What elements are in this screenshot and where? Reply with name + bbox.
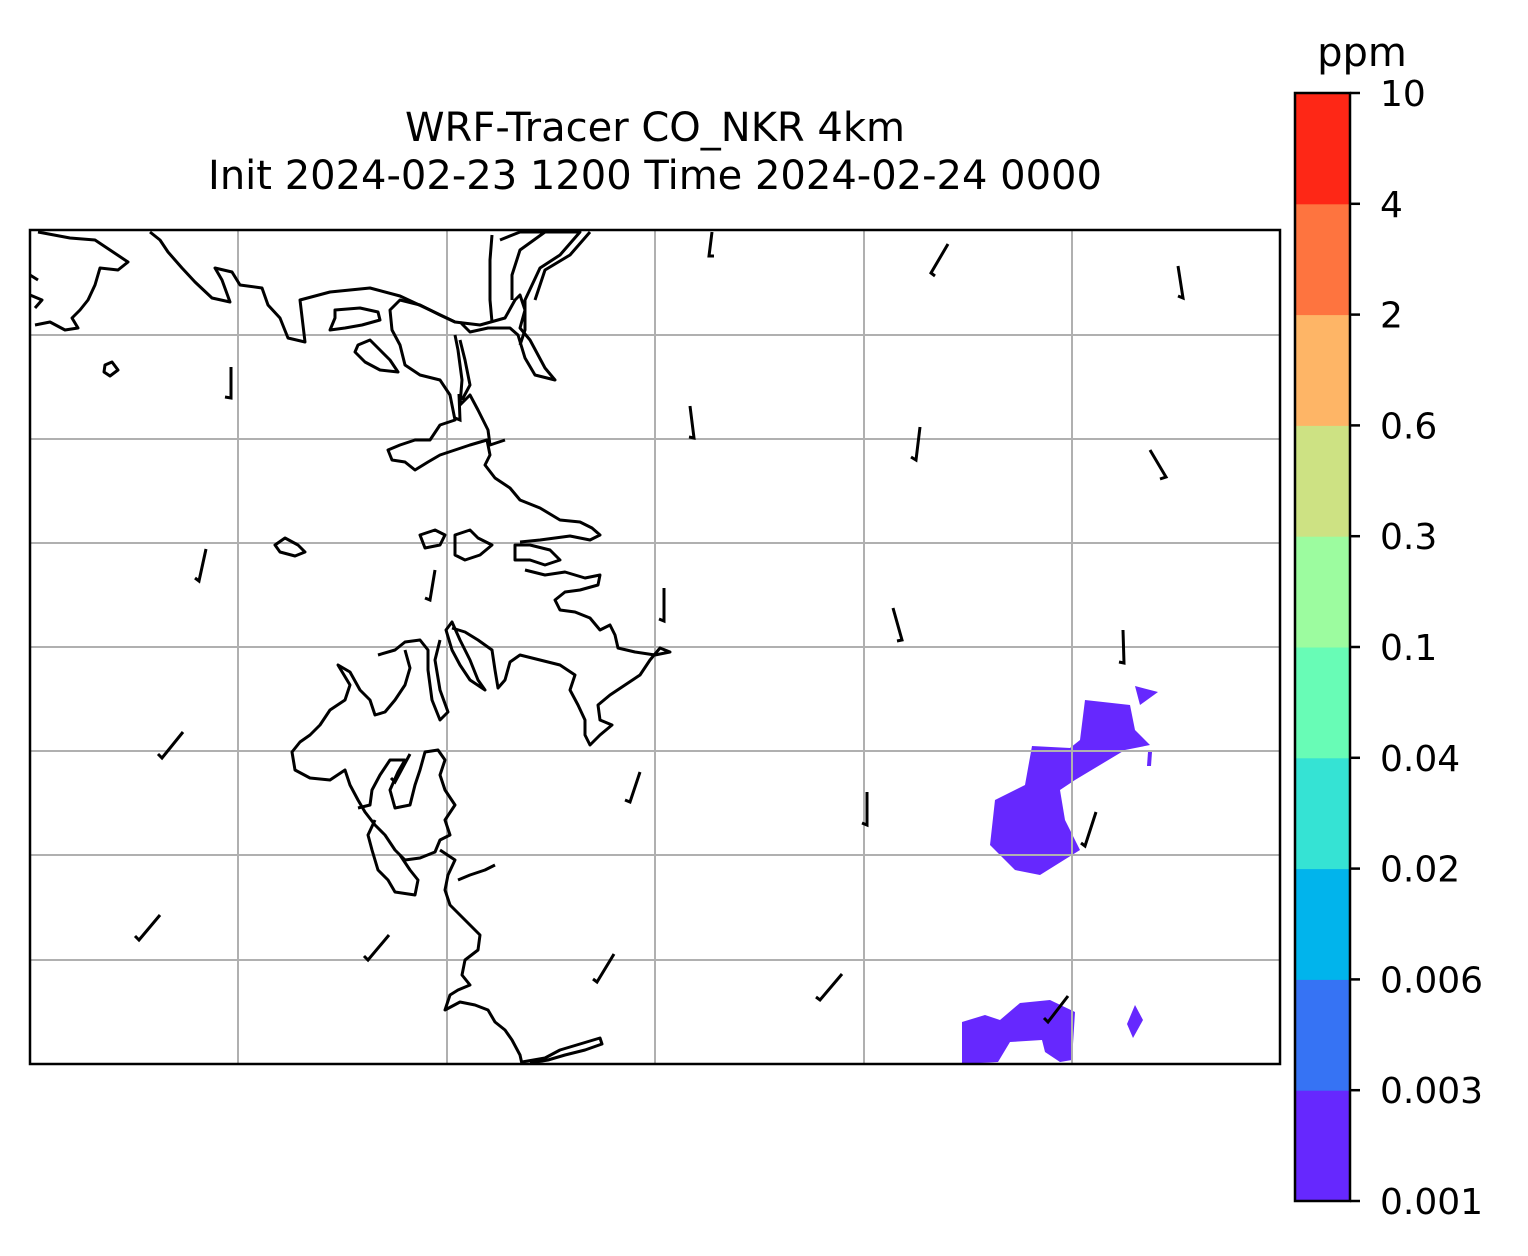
wind-barb xyxy=(624,771,642,804)
plume-east-small xyxy=(1135,686,1158,705)
plot-title-line-1: WRF-Tracer CO_NKR 4km xyxy=(404,105,906,151)
coastline-island-west xyxy=(102,360,120,378)
wind-barb xyxy=(224,367,233,400)
gridlines xyxy=(30,230,1280,1064)
colorbar-swatch xyxy=(1295,1090,1350,1202)
wind-barbs xyxy=(133,231,1185,1025)
colorbar-tick-label: 0.001 xyxy=(1380,1182,1483,1223)
plume-south-small xyxy=(1127,1005,1143,1038)
wind-barb xyxy=(1176,265,1185,301)
plume-east-central xyxy=(990,700,1150,875)
coastline-north-west xyxy=(29,230,130,332)
colorbar-unit-label: ppm xyxy=(1317,30,1407,76)
colorbar-swatch xyxy=(1295,868,1350,980)
coastline-lake-north xyxy=(328,306,382,332)
wind-barb xyxy=(688,405,696,440)
coastline-delta xyxy=(377,620,487,722)
colorbar-tick-label: 0.1 xyxy=(1380,628,1437,669)
wind-barb xyxy=(389,753,412,785)
wind-barb xyxy=(362,934,391,963)
colorbar-swatch xyxy=(1295,203,1350,316)
colorbar-tick-label: 2 xyxy=(1380,296,1403,337)
wind-barb xyxy=(929,243,950,278)
colorbar-tick-label: 0.6 xyxy=(1380,406,1437,447)
colorbar-swatches xyxy=(1295,93,1350,1202)
wind-barb xyxy=(156,731,185,761)
colorbar-swatch xyxy=(1295,93,1350,205)
colorbar-tick-label: 0.02 xyxy=(1380,850,1460,891)
wind-barb xyxy=(1118,629,1126,665)
wind-barb xyxy=(861,792,869,828)
coastline-north-inlet xyxy=(488,230,592,346)
colorbar-ticks: 0.001 0.003 0.006 0.02 0.04 0.1 0.3 0.6 2 4 10 xyxy=(1350,74,1483,1223)
wind-barb xyxy=(424,569,437,603)
tracer-plumes xyxy=(962,686,1158,1064)
colorbar-tick-label: 0.006 xyxy=(1380,960,1483,1001)
coastline-north-ridge xyxy=(149,230,557,382)
wind-barb xyxy=(133,914,162,943)
colorbar-swatch xyxy=(1295,536,1350,648)
plot-title-line-2: Init 2024-02-23 1200 Time 2024-02-24 000… xyxy=(208,153,1102,199)
wind-barb xyxy=(592,953,616,985)
plot-title: WRF-Tracer CO_NKR 4km Init 2024-02-23 12… xyxy=(30,104,1280,200)
map-panel xyxy=(28,228,1282,1066)
coastline-south-tip xyxy=(521,1036,604,1065)
colorbar: 0.001 0.003 0.006 0.02 0.04 0.1 0.3 0.6 2 4 10 ppm xyxy=(1293,30,1483,1223)
wind-barb xyxy=(707,231,714,258)
colorbar-swatch xyxy=(1295,647,1350,759)
wind-barb xyxy=(194,548,208,584)
wind-barb xyxy=(1148,449,1169,481)
coastlines xyxy=(29,230,672,1065)
colorbar-tick-label: 0.3 xyxy=(1380,517,1437,558)
coastline-mid-coast xyxy=(451,568,672,747)
coastline-central-peninsula xyxy=(453,334,506,447)
wind-barb xyxy=(815,973,844,1003)
wind-barb xyxy=(891,607,904,643)
wind-barb xyxy=(1080,811,1098,849)
wind-barb xyxy=(910,426,922,463)
colorbar-tick-label: 4 xyxy=(1380,185,1403,226)
wind-barb xyxy=(658,588,666,624)
coastline-south-coast xyxy=(366,819,524,1065)
coastline-central-mainland xyxy=(386,298,602,544)
coastline-south-peninsula xyxy=(290,649,457,862)
colorbar-swatch xyxy=(1295,757,1350,870)
colorbar-tick-label: 0.003 xyxy=(1380,1071,1483,1112)
plume-south xyxy=(962,1000,1075,1064)
wind-barb xyxy=(1042,995,1070,1025)
coastline-island-mid xyxy=(353,338,400,374)
plume-east-speck xyxy=(1147,752,1152,766)
map-frame xyxy=(28,228,1282,1066)
colorbar-swatch xyxy=(1295,425,1350,537)
colorbar-swatch xyxy=(1295,314,1350,426)
colorbar-swatch xyxy=(1295,979,1350,1091)
colorbar-tick-label: 10 xyxy=(1380,74,1426,115)
wind-barb xyxy=(454,393,462,423)
colorbar-tick-label: 0.04 xyxy=(1380,739,1460,780)
coastline-mid-islands xyxy=(273,528,562,567)
